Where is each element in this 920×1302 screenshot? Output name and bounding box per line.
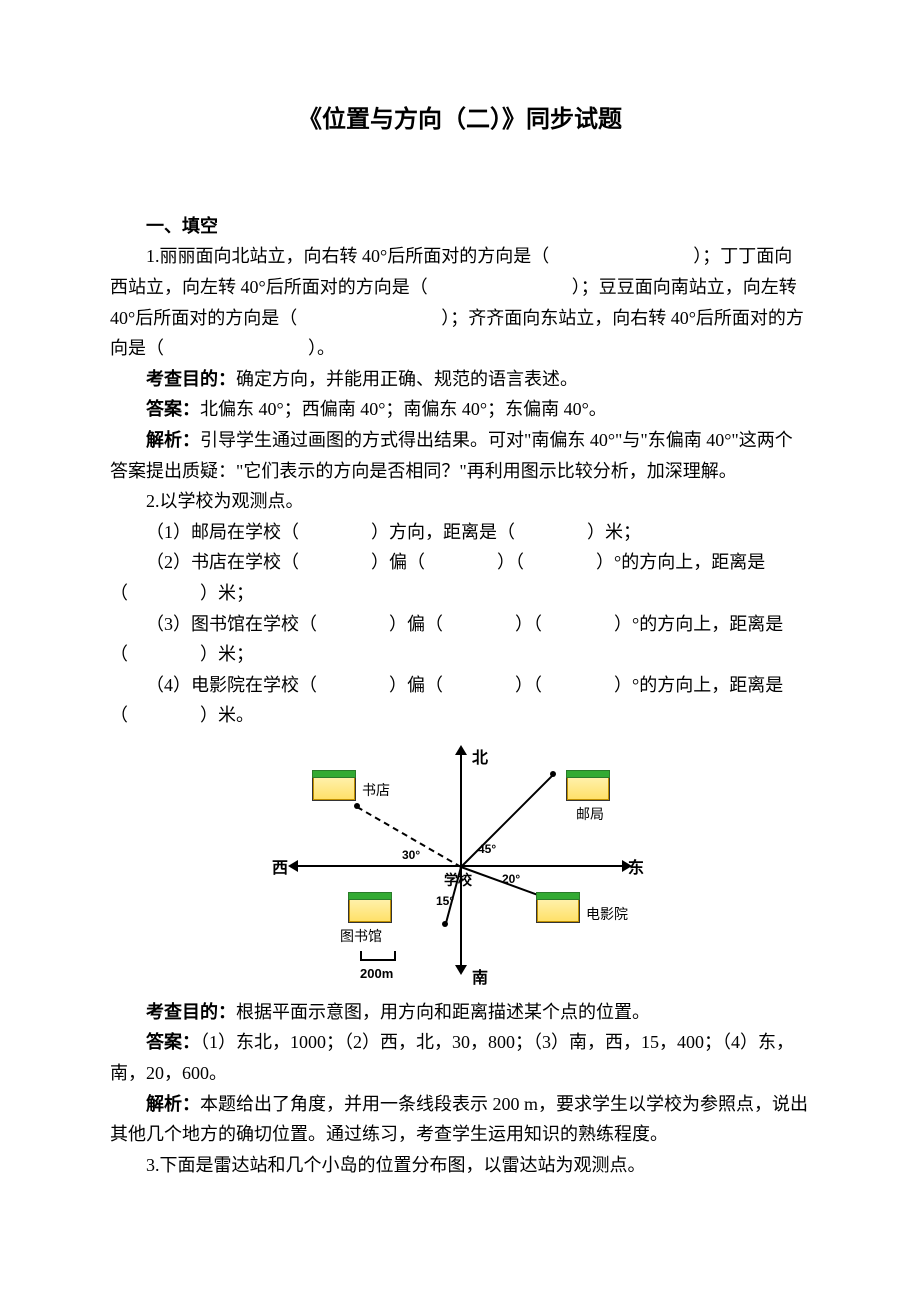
analysis-label-2: 解析： <box>146 1094 200 1114</box>
q2-analysis: 解析：本题给出了角度，并用一条线段表示 200 m，要求学生以学校为参照点，说出… <box>110 1089 810 1150</box>
objective-text-2: 根据平面示意图，用方向和距离描述某个点的位置。 <box>236 1002 650 1022</box>
label-east: 东 <box>628 855 644 882</box>
page-title: 《位置与方向（二）》同步试题 <box>110 100 810 141</box>
label-north: 北 <box>472 745 488 772</box>
angle-ne: 45° <box>478 839 496 859</box>
objective-text: 确定方向，并能用正确、规范的语言表述。 <box>236 369 578 389</box>
building-library-label: 图书馆 <box>340 925 382 949</box>
dot-store <box>354 803 360 809</box>
q2-answer: 答案：（1）东北，1000；（2）西，北，30，800；（3）南，西，15，40… <box>110 1027 810 1088</box>
q2-stem: 2.以学校为观测点。 <box>110 486 810 517</box>
axis-north-south <box>460 753 462 967</box>
line-ne <box>460 774 553 867</box>
q2-line1: （1）邮局在学校（ ）方向，距离是（ ）米； <box>110 517 810 548</box>
q1-text: 1.丽丽面向北站立，向右转 40°后所面对的方向是（ ）；丁丁面向西站立，向左转… <box>110 241 810 363</box>
scale-bar <box>360 951 396 961</box>
angle-nw: 30° <box>402 845 420 865</box>
diagram-wrapper: 北 南 东 西 学校 邮局 45° 书店 30° 图书馆 15° 电影院 20°… <box>110 747 810 987</box>
q2-objective: 考查目的：根据平面示意图，用方向和距离描述某个点的位置。 <box>110 997 810 1028</box>
building-cinema-label: 电影院 <box>586 903 628 927</box>
q2-line4: （4）电影院在学校（ ）偏（ ）（ ）°的方向上，距离是（ ）米。 <box>110 670 810 731</box>
building-post-label: 邮局 <box>576 803 604 827</box>
answer-text: 北偏东 40°；西偏南 40°；南偏东 40°；东偏南 40°。 <box>200 399 607 419</box>
q2-line2: （2）书店在学校（ ）偏（ ）（ ）°的方向上，距离是（ ）米； <box>110 547 810 608</box>
building-library-icon <box>348 897 392 923</box>
q1-objective: 考查目的：确定方向，并能用正确、规范的语言表述。 <box>110 364 810 395</box>
label-west: 西 <box>272 855 288 882</box>
answer-label-2: 答案： <box>146 1032 200 1052</box>
q1-answer: 答案：北偏东 40°；西偏南 40°；南偏东 40°；东偏南 40°。 <box>110 394 810 425</box>
analysis-text: 引导学生通过画图的方式得出结果。可对"南偏东 40°"与"东偏南 40°"这两个… <box>110 430 793 481</box>
direction-diagram: 北 南 东 西 学校 邮局 45° 书店 30° 图书馆 15° 电影院 20°… <box>280 747 640 987</box>
section-heading-1: 一、填空 <box>110 211 810 242</box>
building-post-icon <box>566 775 610 801</box>
dot-library <box>442 921 448 927</box>
angle-se: 20° <box>502 869 520 889</box>
q2-line3: （3）图书馆在学校（ ）偏（ ）（ ）°的方向上，距离是（ ）米； <box>110 609 810 670</box>
q3-stem: 3.下面是雷达站和几个小岛的位置分布图，以雷达站为观测点。 <box>110 1150 810 1181</box>
objective-label: 考查目的： <box>146 369 236 389</box>
label-south: 南 <box>472 965 488 992</box>
building-store-icon <box>312 775 356 801</box>
building-store-label: 书店 <box>362 779 390 803</box>
scale-label: 200m <box>360 963 393 985</box>
q1-analysis: 解析：引导学生通过画图的方式得出结果。可对"南偏东 40°"与"东偏南 40°"… <box>110 425 810 486</box>
building-cinema-icon <box>536 897 580 923</box>
dot-post <box>550 771 556 777</box>
answer-text-2: （1）东北，1000；（2）西，北，30，800；（3）南，西，15，400；（… <box>110 1032 794 1083</box>
analysis-text-2: 本题给出了角度，并用一条线段表示 200 m，要求学生以学校为参照点，说出其他几… <box>110 1094 808 1145</box>
objective-label-2: 考查目的： <box>146 1002 236 1022</box>
angle-sw: 15° <box>436 891 454 911</box>
analysis-label: 解析： <box>146 430 200 450</box>
answer-label: 答案： <box>146 399 200 419</box>
